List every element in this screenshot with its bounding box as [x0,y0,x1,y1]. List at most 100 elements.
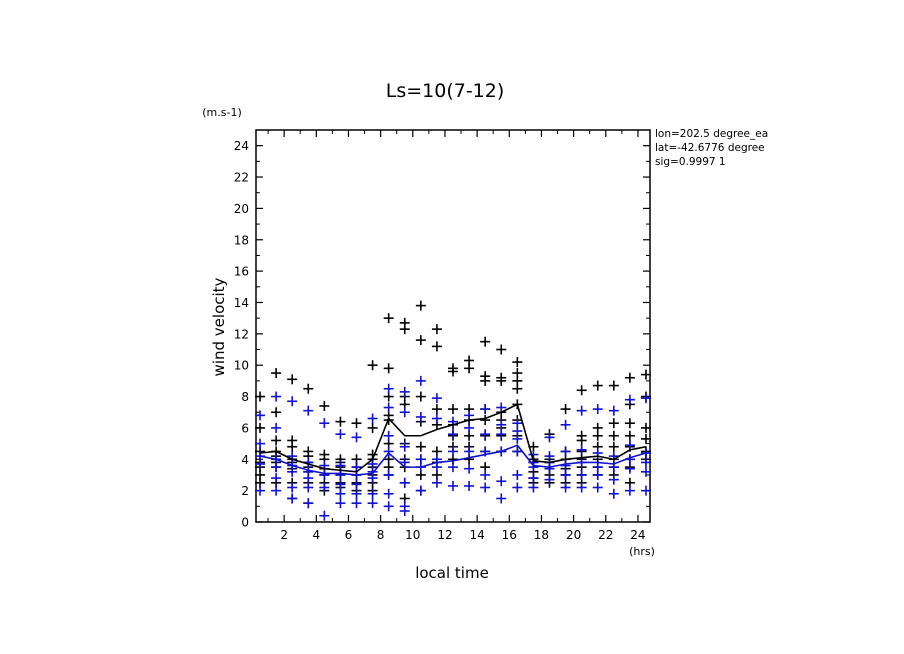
data-point-black [271,435,282,446]
data-point-black [608,430,619,441]
data-point-blue [399,457,410,468]
y-axis-unit: (m.s-1) [202,106,242,119]
y-tick-label: 14 [234,296,249,310]
data-point-black [431,404,442,415]
data-point-blue [271,485,282,496]
data-point-blue [383,501,394,512]
data-point-blue [624,485,635,496]
data-point-blue [448,462,458,473]
y-tick-label: 10 [234,359,249,373]
data-point-black [415,335,426,346]
data-point-black [576,435,587,446]
data-point-blue [335,479,346,490]
x-tick-label: 24 [630,528,645,542]
data-point-blue [576,469,587,480]
annotation-lon: lon=202.5 degree_ea [655,128,768,140]
data-point-blue [576,482,587,493]
data-point-black [640,369,651,380]
data-point-black [576,385,587,396]
data-point-black [496,375,507,386]
data-point-blue [319,482,330,493]
data-point-blue [367,413,378,424]
data-point-black [335,416,346,427]
data-point-blue [512,433,523,444]
y-tick-label: 4 [241,453,249,467]
x-axis-label: local time [415,564,489,582]
data-point-blue [367,498,378,509]
data-point-blue [431,462,442,473]
data-point-blue [319,469,330,480]
data-point-blue [383,430,394,441]
blue-scatter-group [255,375,651,521]
tick-marks: 2 4 6 8 10 12 14 16 18 20 22 2402468101214161820222… [234,129,650,542]
data-point-black [624,418,635,429]
annotation-lat: lat=-42.6776 degree [655,142,765,154]
mean-line-black [259,403,647,473]
y-tick-label: 24 [234,139,249,153]
data-point-blue [512,482,523,493]
y-tick-label: 6 [241,421,249,435]
data-point-black [271,368,282,379]
data-point-black [367,422,378,433]
data-point-black [480,336,491,347]
data-point-black [287,374,298,385]
data-point-blue [367,488,378,499]
data-point-blue [319,418,330,429]
data-point-blue [255,438,266,449]
data-point-black [448,404,458,415]
data-point-blue [431,477,442,488]
x-tick-label: 22 [598,528,613,542]
y-tick-label: 16 [234,265,249,279]
data-point-black [512,357,523,368]
data-point-blue [496,493,507,504]
data-point-blue [528,462,539,473]
data-point-blue [464,446,475,457]
data-point-blue [383,402,394,413]
data-point-black [640,422,651,433]
y-tick-label: 22 [234,171,249,185]
data-point-black [496,344,507,355]
data-point-blue [496,429,507,440]
data-point-black [367,360,378,371]
y-tick-label: 2 [241,484,249,498]
data-point-blue [287,482,298,493]
data-point-black [415,441,426,452]
data-point-black [592,380,603,391]
data-point-blue [544,474,555,485]
data-point-blue [464,463,475,474]
data-point-blue [271,473,282,484]
data-point-blue [592,404,603,415]
data-point-black [480,415,491,426]
data-point-blue [287,396,298,407]
data-point-black [303,383,314,394]
data-point-blue [464,422,475,433]
data-point-black [415,300,426,311]
data-point-blue [624,463,635,474]
data-point-blue [592,469,603,480]
data-point-blue [303,482,314,493]
data-point-black [640,433,651,444]
data-point-black [448,366,458,377]
data-point-blue [480,482,491,493]
data-point-blue [496,402,507,413]
data-point-blue [399,386,410,397]
x-tick-label: 20 [566,528,581,542]
x-tick-label: 2 [280,528,288,542]
data-point-blue [448,429,458,440]
data-point-blue [271,462,282,473]
data-point-blue [351,479,362,490]
data-point-blue [560,419,571,430]
data-point-blue [335,460,346,471]
data-point-black [608,418,619,429]
data-point-black [624,372,635,383]
data-point-blue [624,394,635,405]
data-point-blue [640,485,651,496]
annotation-sig: sig=0.9997 1 [655,156,726,168]
black-scatter-group [255,300,651,509]
data-point-blue [431,413,442,424]
data-point-blue [608,488,619,499]
data-point-blue [512,469,523,480]
data-point-blue [496,419,507,430]
data-point-blue [303,405,314,416]
